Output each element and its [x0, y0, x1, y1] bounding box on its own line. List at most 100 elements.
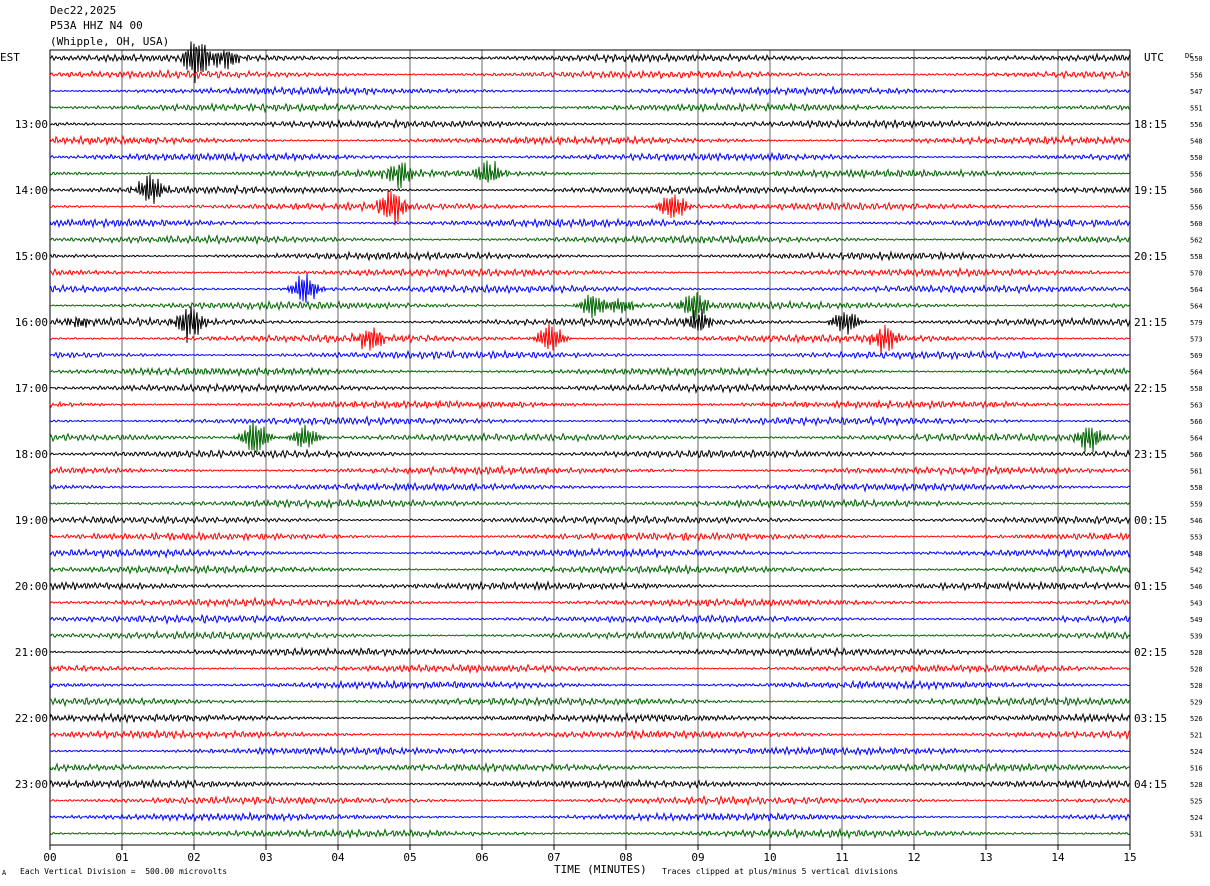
seismic-trace [49, 530, 1131, 542]
seismic-trace [49, 382, 1131, 394]
x-tick-label: 05 [403, 851, 416, 864]
header-station: P53A HHZ N4 00 [50, 19, 143, 32]
seismic-trace [49, 292, 1131, 320]
scale-marker: A [2, 869, 7, 877]
dc-offset-label: 563 [1190, 402, 1203, 410]
seismic-trace [49, 679, 1131, 691]
seismic-trace [49, 448, 1131, 460]
grid-lines [49, 49, 1131, 850]
dc-offset-label: 550 [1190, 55, 1203, 63]
dc-offset-label: 543 [1190, 600, 1203, 608]
dc-offset-label: 551 [1190, 105, 1203, 113]
dc-offset-label: 560 [1190, 220, 1203, 228]
dc-offset-label: 566 [1190, 418, 1203, 426]
dc-offset-label: 548 [1190, 138, 1203, 146]
dc-offset-label: 528 [1190, 666, 1203, 674]
seismic-trace [49, 366, 1131, 378]
seismic-trace [49, 217, 1131, 229]
seismic-trace [49, 711, 1131, 724]
x-tick-label: 12 [907, 851, 920, 864]
dc-offset-label: 564 [1190, 286, 1203, 294]
dc-offset-label: 558 [1190, 484, 1203, 492]
dc-offset-label: 528 [1190, 682, 1203, 690]
seismic-trace [49, 794, 1131, 807]
dc-offset-label: 556 [1190, 171, 1203, 179]
dc-offset-label: 556 [1190, 121, 1203, 129]
dc-offset-label: 561 [1190, 468, 1203, 476]
utc-hour-label: 23:15 [1134, 448, 1167, 461]
seismic-trace [49, 266, 1131, 279]
seismic-trace [49, 695, 1131, 708]
est-hour-label: 20:00 [15, 580, 48, 593]
dc-offset-label: 516 [1190, 765, 1203, 773]
utc-hour-label: 21:15 [1134, 316, 1167, 329]
est-axis-label: EST [0, 51, 20, 64]
seismic-trace [49, 596, 1131, 609]
seismic-trace [49, 498, 1131, 510]
seismic-trace [49, 174, 1131, 204]
est-hour-label: 17:00 [15, 382, 48, 395]
dc-offset-label: 569 [1190, 352, 1203, 360]
x-tick-label: 09 [691, 851, 704, 864]
scale-note: Each Vertical Division = 500.00 microvol… [20, 867, 228, 876]
seismic-trace [49, 151, 1131, 163]
seismic-trace [49, 745, 1131, 757]
x-tick-label: 03 [259, 851, 272, 864]
utc-hour-label: 01:15 [1134, 580, 1167, 593]
dc-offset-label: 546 [1190, 517, 1203, 525]
dc-offset-label: 549 [1190, 616, 1203, 624]
seismic-trace [49, 250, 1131, 262]
x-tick-label: 07 [547, 851, 560, 864]
est-hour-label: 13:00 [15, 118, 48, 131]
dc-offset-label: 524 [1190, 748, 1203, 756]
utc-hour-label: 02:15 [1134, 646, 1167, 659]
x-tick-label: 00 [43, 851, 56, 864]
dc-offset-label: 547 [1190, 88, 1203, 96]
utc-hour-label: 03:15 [1134, 712, 1167, 725]
seismic-trace [49, 160, 1131, 189]
seismic-trace [49, 101, 1131, 114]
dc-offset-label: 529 [1190, 699, 1203, 707]
dc-offset-label: 559 [1190, 501, 1203, 509]
dc-offset-label: 528 [1190, 649, 1203, 657]
x-tick-label: 08 [619, 851, 632, 864]
dc-offset-label: 528 [1190, 781, 1203, 789]
seismic-traces [49, 41, 1131, 840]
header-date: Dec22,2025 [50, 4, 117, 17]
utc-hour-label: 22:15 [1134, 382, 1167, 395]
est-hour-label: 23:00 [15, 778, 48, 791]
seismic-trace [49, 68, 1131, 81]
utc-hour-label: 19:15 [1134, 184, 1167, 197]
dc-offset-label: 556 [1190, 204, 1203, 212]
seismic-trace [49, 306, 1131, 343]
dc-offset-label: 526 [1190, 715, 1203, 723]
dc-offset-label: 564 [1190, 369, 1203, 377]
dc-offset-label: 548 [1190, 550, 1203, 558]
seismic-trace [49, 662, 1131, 675]
dc-offset-label: 566 [1190, 187, 1203, 195]
seismic-trace [49, 810, 1131, 823]
est-hour-label: 18:00 [15, 448, 48, 461]
seismic-trace [49, 827, 1131, 840]
x-tick-label: 01 [115, 851, 128, 864]
seismic-trace [49, 481, 1131, 493]
seismic-trace [49, 514, 1131, 526]
seismic-trace [49, 563, 1131, 576]
seismic-trace [49, 190, 1131, 226]
seismic-trace [49, 322, 1131, 356]
est-hour-label: 19:00 [15, 514, 48, 527]
dc-offset-label: 550 [1190, 154, 1203, 162]
dc-offset-label: 553 [1190, 534, 1203, 542]
dc-label: DC [1185, 52, 1193, 60]
dc-offset-label: 558 [1190, 385, 1203, 393]
x-tick-label: 13 [979, 851, 992, 864]
dc-offset-label: 562 [1190, 237, 1203, 245]
dc-offset-label: 556 [1190, 72, 1203, 80]
dc-offset-label: 546 [1190, 583, 1203, 591]
x-tick-label: 02 [187, 851, 200, 864]
seismic-trace [49, 728, 1131, 741]
dc-offset-label: 521 [1190, 732, 1203, 740]
axis-labels: 00 01 02 03 04 05 06 07 08 09 10 11 12 13 14 15 EST UTC DC… [0, 51, 1203, 864]
dc-offset-label: 542 [1190, 567, 1203, 575]
